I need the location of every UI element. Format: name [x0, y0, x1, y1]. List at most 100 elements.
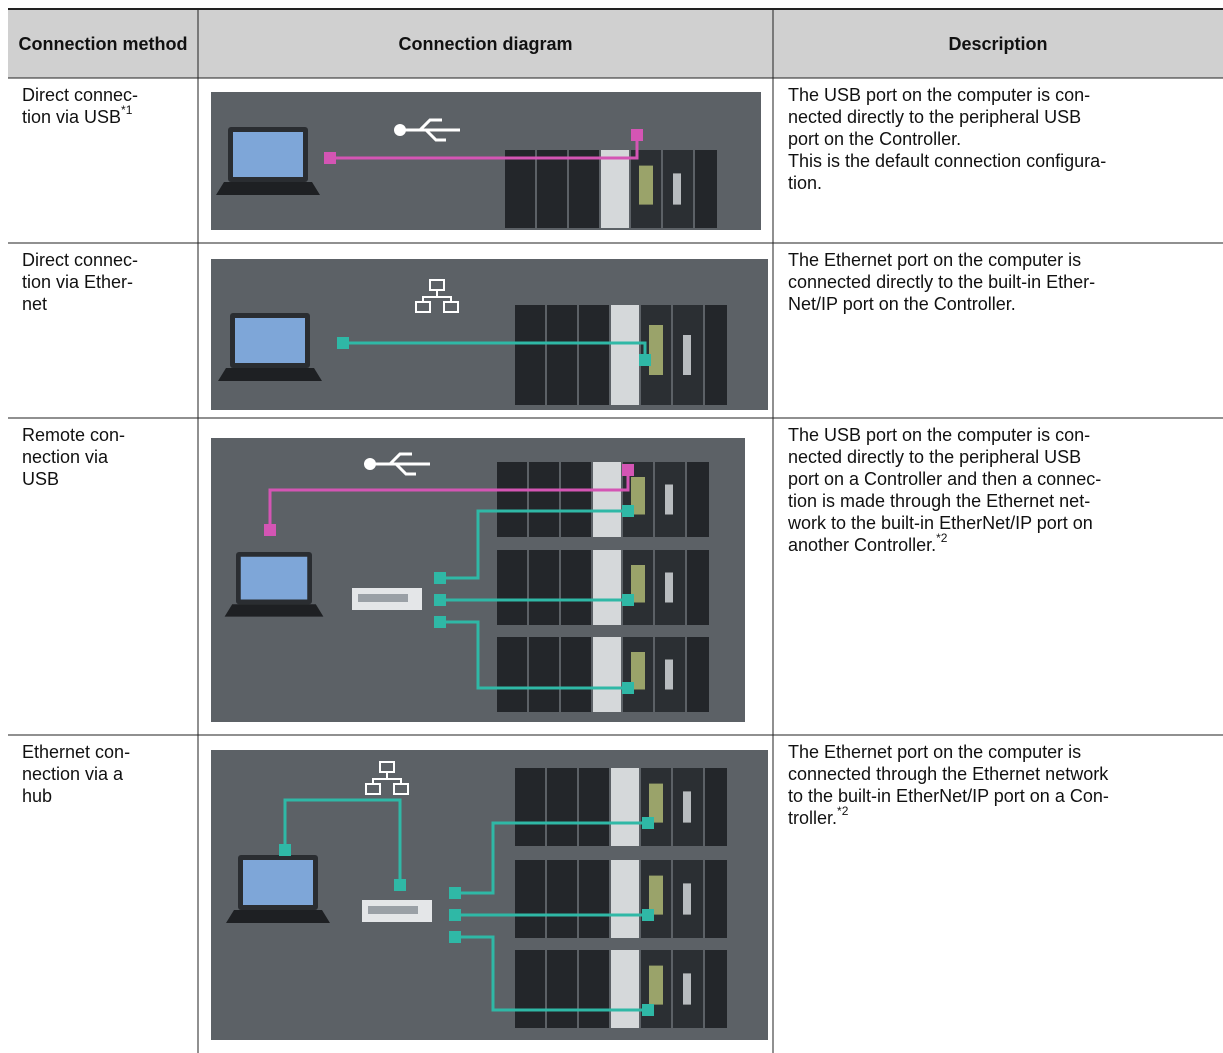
rack-cpu [593, 462, 621, 537]
network-icon [437, 296, 452, 302]
text: tion via Ether- [22, 272, 134, 292]
usb-icon [418, 118, 442, 132]
text: USB [22, 469, 60, 489]
rack-end [687, 462, 709, 537]
header-method: Connection method [18, 34, 188, 54]
rack-end [705, 950, 727, 1028]
text: nected directly to the peripheral USB [788, 107, 1082, 127]
text: Direct connec- [22, 85, 139, 105]
port [622, 505, 634, 517]
text: work to the built-in EtherNet/IP port on [788, 513, 1093, 533]
port [434, 594, 446, 606]
rack-end [705, 305, 727, 405]
cable [330, 135, 639, 160]
port [434, 572, 446, 584]
text: tion. [788, 173, 823, 193]
rack-cpu [611, 768, 639, 846]
rack-cpu [611, 950, 639, 1028]
rack-io-leds [683, 883, 691, 915]
method-cell: Remote con-nection via USB [22, 424, 194, 490]
text: nection via [22, 447, 109, 467]
rack-module [569, 150, 599, 228]
text-line: Direct connec- [22, 84, 194, 106]
text-line: tion via Ether- [22, 271, 194, 293]
text-line: port on the Controller. [788, 128, 1218, 150]
text: The Ethernet port on the computer is [788, 742, 1082, 762]
rack-io-leds [683, 973, 691, 1005]
text: tion via USB [22, 107, 122, 127]
text: port on a Controller and then a connec- [788, 469, 1102, 489]
text: The USB port on the computer is con- [788, 425, 1091, 445]
rack-io-leds [665, 484, 673, 515]
rack-module [547, 950, 577, 1028]
usb-icon [364, 458, 376, 470]
text: This is the default connection configura… [788, 151, 1107, 171]
text: to the built-in EtherNet/IP port on a Co… [788, 786, 1109, 806]
rack-io-leds [631, 477, 645, 515]
rack-io-leds [649, 783, 663, 823]
text: port on the Controller. [788, 129, 962, 149]
text: tion is made through the Ethernet net- [788, 491, 1091, 511]
text-line: Net/IP port on the Controller. [788, 293, 1218, 315]
port [434, 616, 446, 628]
rack-module [529, 550, 559, 625]
usb-icon [394, 124, 406, 136]
rack-module [579, 305, 609, 405]
port [622, 464, 634, 476]
port [394, 879, 406, 891]
text-line: another Controller.*2 [788, 532, 1218, 556]
rack-end [695, 150, 717, 228]
hub-ports [358, 594, 408, 602]
rack-module [579, 860, 609, 938]
rack-cpu [611, 305, 639, 405]
text: connected directly to the built-in Ether… [788, 272, 1096, 292]
rack-module [497, 550, 527, 625]
port [622, 594, 634, 606]
rack-module [497, 462, 527, 537]
port [337, 337, 349, 349]
method-cell: Direct connec-tion via Ether-net [22, 249, 194, 315]
text-line: to the built-in EtherNet/IP port on a Co… [788, 785, 1218, 807]
port [622, 682, 634, 694]
text-line: troller.*2 [788, 805, 1218, 829]
text: another Controller. [788, 535, 937, 555]
laptop-base [216, 182, 320, 195]
network-icon [387, 778, 402, 784]
port [639, 354, 651, 366]
rack-module [497, 637, 527, 712]
method-cell: Direct connec-tion via USB*1 [22, 84, 194, 128]
port [631, 129, 643, 141]
description-cell: The USB port on the computer is con-nect… [788, 424, 1218, 556]
text: Net/IP port on the Controller. [788, 294, 1016, 314]
text: troller. [788, 808, 838, 828]
text-line: work to the built-in EtherNet/IP port on [788, 512, 1218, 534]
rack-io-leds [649, 875, 663, 915]
method-cell: Ethernet con-nection via a hub [22, 741, 194, 807]
rack-module [561, 637, 591, 712]
text: The Ethernet port on the computer is [788, 250, 1082, 270]
network-icon [415, 301, 431, 313]
laptop-base [226, 910, 330, 923]
text-line: The Ethernet port on the computer is [788, 741, 1218, 763]
text-line: The Ethernet port on the computer is [788, 249, 1218, 271]
rack-module [505, 150, 535, 228]
rack-module [561, 550, 591, 625]
network-icon [365, 783, 381, 795]
rack-end [705, 768, 727, 846]
rack-io-leds [639, 165, 653, 205]
text: Direct connec- [22, 250, 139, 270]
text-line: Remote con- [22, 424, 194, 446]
network-icon [372, 772, 388, 784]
laptop-display [243, 860, 313, 905]
rack-module [547, 860, 577, 938]
rack-io-leds [631, 652, 645, 690]
description-cell: The Ethernet port on the computer is conn… [788, 249, 1218, 315]
rack-io-leds [649, 965, 663, 1005]
text: The USB port on the computer is con- [788, 85, 1091, 105]
hub-ports [368, 906, 418, 914]
rack-end [705, 860, 727, 938]
network-icon [443, 301, 459, 313]
laptop-base [218, 368, 322, 381]
text-line: nection via a [22, 763, 194, 785]
text-line: nected directly to the peripheral USB [788, 446, 1218, 468]
